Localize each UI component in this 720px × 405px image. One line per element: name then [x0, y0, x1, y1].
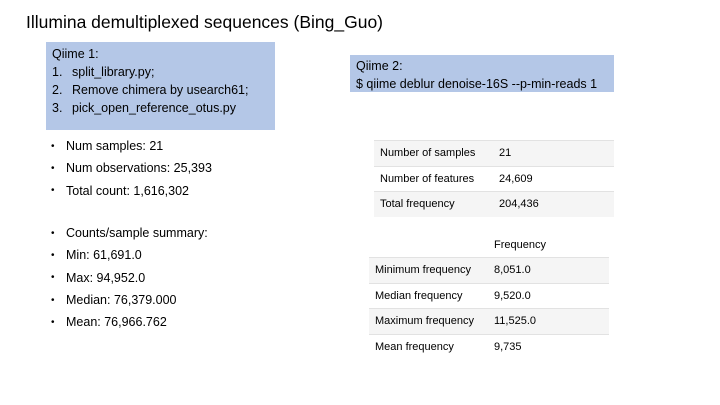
qiime1-steps: 1. split_library.py; 2. Remove chimera by …: [52, 63, 269, 117]
table-header-row: Frequency: [369, 233, 609, 258]
bullet-icon: •: [51, 316, 55, 328]
bullet-icon: •: [51, 185, 55, 197]
table-row: Median frequency 9,520.0: [369, 283, 609, 309]
qiime2-box: Qiime 2: $ qiime deblur denoise-16S --p-…: [350, 55, 614, 92]
bullet-icon: •: [51, 162, 55, 174]
list-item: • Counts/sample summary:: [51, 226, 208, 241]
counts-summary-list: • Counts/sample summary: • Min: 61,691.0 •…: [51, 222, 208, 333]
qiime1-heading: Qiime 1:: [52, 47, 99, 61]
qiime2-command: $ qiime deblur denoise-16S --p-min-reads…: [356, 77, 598, 91]
qiime1-step: 3. pick_open_reference_otus.py: [52, 101, 237, 115]
bullet-icon: •: [51, 227, 55, 239]
qiime2-heading: Qiime 2:: [356, 59, 403, 73]
frequency-table: Frequency Minimum frequency 8,051.0 Media…: [369, 233, 609, 359]
table-row: Number of features 24,609: [374, 166, 614, 192]
table-row: Maximum frequency 11,525.0: [369, 308, 609, 335]
qiime1-stats-list: • Num samples: 21 • Num observations: 25,3…: [51, 135, 212, 202]
bullet-icon: •: [51, 249, 55, 261]
qiime1-box: Qiime 1: 1. split_library.py; 2. Remove ch…: [46, 42, 275, 130]
summary-table: Number of samples 21 Number of features 24…: [374, 140, 614, 217]
list-item: • Mean: 76,966.762: [51, 315, 167, 330]
list-item: • Max: 94,952.0: [51, 270, 146, 285]
bullet-icon: •: [51, 294, 55, 306]
table-row: Minimum frequency 8,051.0: [369, 257, 609, 284]
slide-title: Illumina demultiplexed sequences (Bing_G…: [26, 12, 384, 32]
qiime1-step: 2. Remove chimera by usearch61;: [52, 83, 249, 97]
table-row: Total frequency 204,436: [374, 191, 614, 217]
list-item: • Median: 76,379.000: [51, 293, 177, 308]
list-item: • Num observations: 25,393: [51, 161, 212, 176]
bullet-icon: •: [51, 140, 55, 152]
qiime1-step: 1. split_library.py;: [52, 65, 155, 79]
list-item: • Min: 61,691.0: [51, 248, 142, 263]
table-row: Number of samples 21: [374, 140, 614, 167]
frequency-column-header: Frequency: [494, 239, 546, 251]
list-item: • Total count: 1,616,302: [51, 183, 190, 198]
list-item: • Num samples: 21: [51, 139, 164, 154]
table-row: Mean frequency 9,735: [369, 334, 609, 359]
bullet-icon: •: [51, 272, 55, 284]
